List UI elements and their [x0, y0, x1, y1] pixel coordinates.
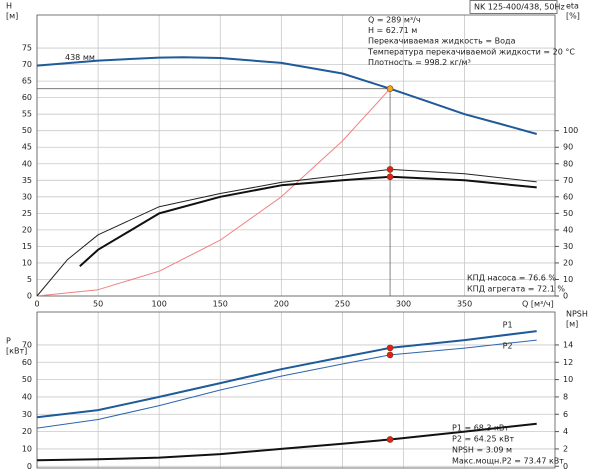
y-tick-label: 25 [22, 209, 32, 218]
info-line: Q = 289 м³/ч [368, 16, 421, 25]
y-axis-label: H [6, 2, 12, 11]
y-axis-label: [м] [6, 12, 18, 21]
y2-tick-label: 0 [563, 292, 568, 301]
curve [79, 175, 537, 267]
y-tick-label: 45 [22, 143, 32, 152]
info-line: Перекачиваемая жидкость = Вода [368, 37, 516, 46]
x-tick-label: 150 [213, 300, 228, 309]
duty-point [386, 344, 394, 352]
y-tick-label: 50 [22, 126, 32, 135]
x-tick-label: 300 [396, 300, 411, 309]
y2-tick-label: 40 [563, 225, 573, 234]
duty-point [386, 351, 394, 359]
y-tick-label: 0 [27, 462, 32, 471]
curve-label: P1 [503, 321, 513, 330]
plot-frame [36, 14, 556, 297]
plot-frame [36, 311, 556, 469]
y2-axis-label: [м] [566, 320, 578, 329]
note-line: КПД агрегата = 72.1 % [467, 285, 565, 294]
duty-point [386, 85, 394, 92]
x-tick-label: 350 [457, 300, 472, 309]
y-tick-label: 10 [22, 444, 32, 453]
duty-point [386, 173, 394, 181]
y-tick-label: 40 [22, 392, 32, 401]
x-tick-label: 0 [34, 300, 39, 309]
y2-tick-label: 20 [563, 258, 573, 267]
y-tick-label: 35 [22, 176, 32, 185]
y2-tick-label: 0 [563, 462, 568, 471]
y-tick-label: 60 [22, 93, 32, 102]
note-line: P2 = 64.25 кВт [452, 435, 514, 444]
y2-tick-label: 60 [563, 192, 573, 201]
note-line: NPSH = 3.09 м [452, 446, 512, 455]
y-tick-label: 20 [22, 427, 32, 436]
y2-tick-label: 10 [563, 375, 573, 384]
y2-tick-label: 80 [563, 159, 573, 168]
y2-tick-label: 10 [563, 275, 573, 284]
y2-tick-label: 4 [563, 427, 568, 436]
curve [36, 56, 537, 135]
y2-tick-label: 2 [563, 444, 568, 453]
y-tick-label: 5 [27, 275, 32, 284]
y-tick-label: 55 [22, 110, 32, 119]
duty-point [386, 166, 394, 173]
y-tick-label: 10 [22, 258, 32, 267]
note-line: КПД насоса = 76.6 % [467, 274, 556, 283]
y-axis-label: [кВт] [6, 347, 27, 356]
info-line: H = 62.71 м [368, 26, 417, 35]
y-tick-label: 40 [22, 159, 32, 168]
y-tick-label: 50 [22, 375, 32, 384]
x-tick-label: 250 [335, 300, 350, 309]
x-tick-label: 200 [274, 300, 289, 309]
model-label: NK 125-400/438, 50Hz [474, 3, 565, 12]
y2-axis-label: eta [566, 2, 579, 11]
y-tick-label: 75 [22, 44, 32, 53]
curve [36, 339, 537, 429]
y-tick-label: 20 [22, 225, 32, 234]
y-tick-label: 0 [27, 292, 32, 301]
x-axis-label: Q [м³/ч] [522, 300, 554, 309]
duty-point [386, 436, 394, 443]
y2-tick-label: 6 [563, 410, 568, 419]
curve [36, 422, 537, 462]
x-tick-label: 100 [152, 300, 167, 309]
y-tick-label: 30 [22, 410, 32, 419]
y-tick-label: 65 [22, 77, 32, 86]
y2-tick-label: 14 [563, 340, 573, 349]
curve-label: P2 [503, 342, 513, 351]
y-axis-label: P [6, 337, 11, 346]
y2-tick-label: 90 [563, 143, 573, 152]
y2-tick-label: 30 [563, 242, 573, 251]
note-line: Макс.мощн.P2 = 73.47 кВт [452, 457, 564, 466]
y-tick-label: 70 [22, 60, 32, 69]
note-line: P1 = 68.3 кВт [452, 424, 509, 433]
info-line: Плотность = 998.2 кг/м³ [368, 58, 471, 67]
curve [36, 330, 537, 419]
curve [36, 88, 391, 297]
x-tick-label: 50 [93, 300, 103, 309]
info-line: Температура перекачиваемой жидкости = 20… [367, 47, 575, 56]
y2-tick-label: 70 [563, 176, 573, 185]
y2-tick-label: 50 [563, 209, 573, 218]
curve-label: 438 мм [65, 53, 95, 62]
y-tick-label: 70 [22, 340, 32, 349]
y2-axis-label: [%] [566, 12, 580, 21]
y2-tick-label: 12 [563, 358, 573, 367]
y-tick-label: 15 [22, 242, 32, 251]
curve [36, 168, 537, 297]
y2-tick-label: 100 [563, 126, 578, 135]
y2-axis-label: NPSH [566, 310, 588, 319]
y-tick-label: 60 [22, 358, 32, 367]
y2-tick-label: 8 [563, 392, 568, 401]
model-box [469, 0, 558, 14]
y-tick-label: 30 [22, 192, 32, 201]
